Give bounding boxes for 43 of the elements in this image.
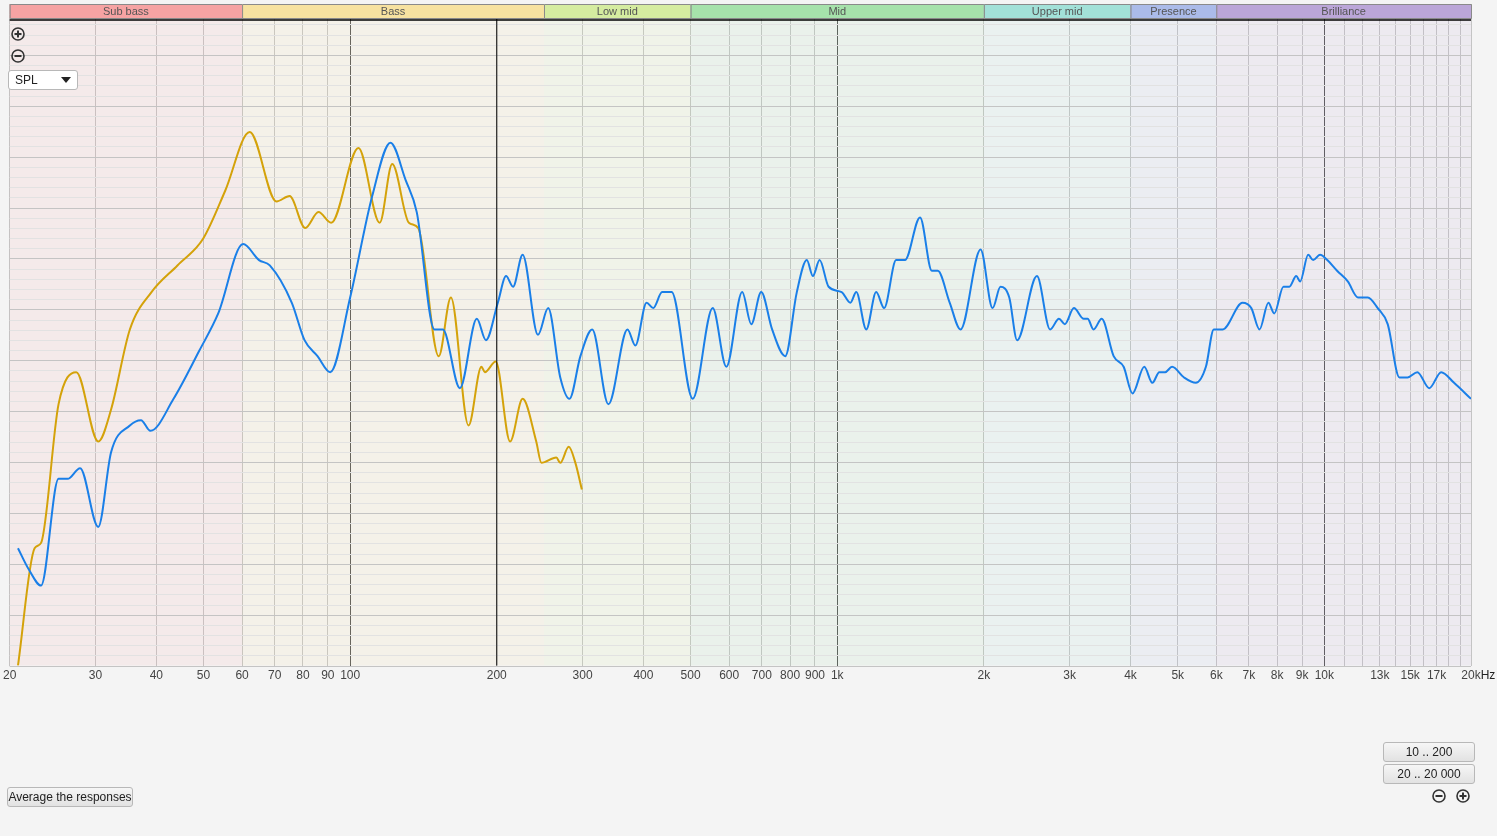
button: 20 .. 20 000 bbox=[1383, 764, 1475, 784]
x-tick-label: 80 bbox=[296, 668, 310, 683]
x-tick-label: 500 bbox=[680, 668, 701, 683]
band-label: Brilliance bbox=[1321, 5, 1366, 18]
x-tick-label: 13k bbox=[1370, 668, 1391, 683]
x-tick-label: 20 bbox=[2, 668, 17, 683]
x-tick-label: 9k bbox=[1295, 668, 1310, 683]
x-tick-label: 15k bbox=[1400, 668, 1421, 683]
band-label: Mid bbox=[828, 5, 847, 18]
x-tick-label: 40 bbox=[149, 668, 164, 683]
x-tick-label: 400 bbox=[633, 668, 654, 683]
band-label: Upper mid bbox=[1031, 5, 1083, 18]
x-tick-label: 3k bbox=[1063, 668, 1077, 683]
x-tick-label: 1k bbox=[830, 668, 845, 683]
x-tick-label: 70 bbox=[268, 668, 282, 683]
band-label: Bass bbox=[380, 5, 406, 18]
x-tick-label: 20k bbox=[1461, 668, 1482, 683]
x-tick-label: 7k bbox=[1242, 668, 1257, 683]
x-tick-label: 800 bbox=[780, 668, 801, 683]
x-tick-label: 17k bbox=[1426, 668, 1448, 683]
band-label: Presence bbox=[1150, 5, 1197, 18]
x-tick-label: 900 bbox=[804, 668, 826, 683]
x-tick-label: 100 bbox=[340, 668, 361, 683]
x-tick-label: 30 bbox=[88, 668, 103, 683]
x-tick-label: 200 bbox=[486, 668, 508, 683]
band-label: Sub bass bbox=[102, 5, 150, 18]
x-tick-label: 50 bbox=[196, 668, 211, 683]
button: 10 .. 200 bbox=[1383, 742, 1475, 762]
x-tick-label: 10k bbox=[1314, 668, 1336, 683]
x-tick-label: 6k bbox=[1209, 668, 1224, 683]
x-tick-label: 2k bbox=[977, 668, 992, 683]
x-tick-label: 700 bbox=[751, 668, 773, 683]
x-tick-label: 4k bbox=[1124, 668, 1138, 683]
x-tick-label: 90 bbox=[321, 668, 335, 683]
x-axis-title: Hz bbox=[1480, 668, 1496, 683]
x-tick-label: 600 bbox=[719, 668, 740, 683]
x-tick-label: 60 bbox=[235, 668, 250, 683]
x-tick-label: 5k bbox=[1171, 668, 1186, 683]
band-label: Low mid bbox=[596, 5, 638, 18]
button: Average the responses bbox=[7, 787, 133, 807]
x-tick-label: 300 bbox=[572, 668, 593, 683]
x-tick-label: 8k bbox=[1270, 668, 1285, 683]
dropdown: SPL bbox=[8, 70, 78, 90]
